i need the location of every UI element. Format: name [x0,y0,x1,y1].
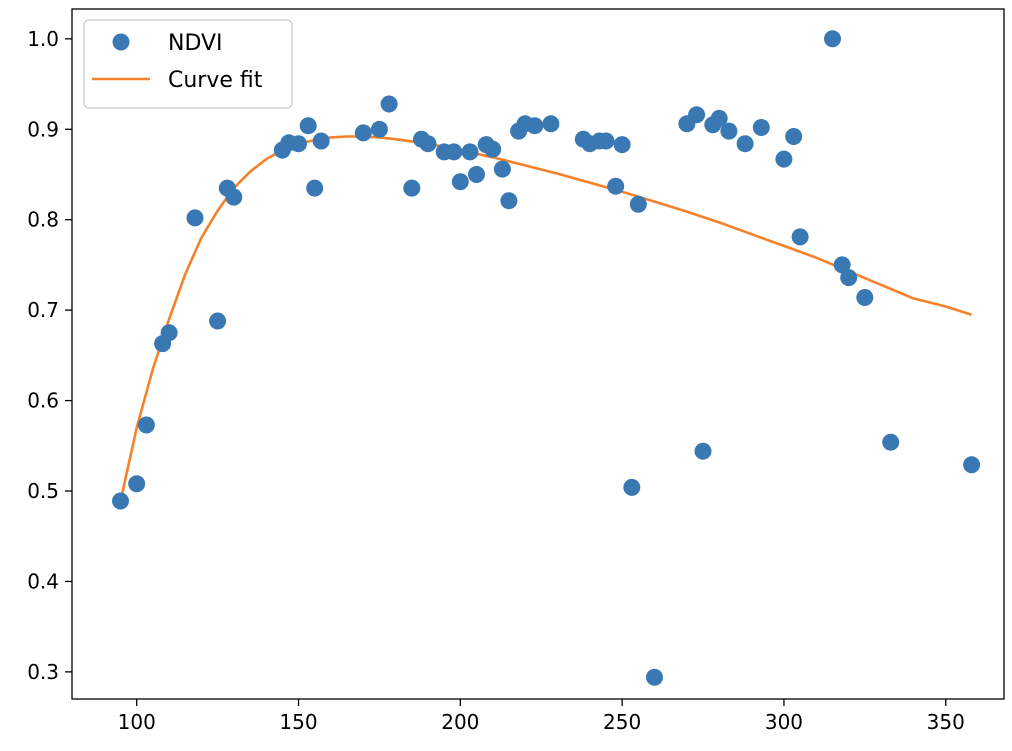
ndvi-point [500,192,518,210]
x-tick-label: 150 [279,710,317,734]
ndvi-point [597,132,615,150]
y-tick-label: 1.0 [27,27,59,51]
x-tick-label: 250 [603,710,641,734]
ndvi-points-layer [112,30,981,686]
ndvi-point [542,115,560,133]
ndvi-point [736,135,754,153]
ndvi-point [380,95,398,113]
y-tick-label: 0.9 [27,117,59,141]
ndvi-point [160,324,178,342]
legend: NDVI Curve fit [83,19,293,109]
ndvi-point [445,143,463,161]
ndvi-point [963,456,981,474]
y-tick-label: 0.5 [27,479,59,503]
ndvi-point [646,668,663,686]
plot-frame [71,8,1005,700]
x-tick-label: 100 [118,710,156,734]
ndvi-point [882,433,900,451]
x-tick-label: 350 [927,710,965,734]
ndvi-point [710,109,728,127]
y-axis: 0.3 0.4 0.5 0.6 0.7 0.8 0.9 1.0 [27,27,72,684]
ndvi-point [613,136,631,154]
ndvi-point [791,228,809,246]
ndvi-point [225,188,243,206]
x-axis: 100 150 200 250 300 350 [118,699,965,734]
ndvi-point [840,269,858,287]
y-tick-label: 0.7 [27,298,59,322]
ndvi-point [833,256,851,274]
ndvi-point [607,177,625,195]
ndvi-point [623,478,641,496]
ndvi-point [354,124,372,142]
ndvi-point [629,195,647,213]
plot-area [72,9,1004,699]
legend-label-ndvi: NDVI [168,31,223,56]
y-tick-label: 0.3 [27,660,59,684]
x-tick-label: 200 [441,710,479,734]
ndvi-point [526,117,544,135]
ndvi-point [306,179,324,197]
ndvi-point [209,312,227,330]
ndvi-point [775,150,793,168]
ndvi-point [493,160,511,178]
legend-label-curve-fit: Curve fit [168,68,263,93]
ndvi-point [484,140,502,158]
ndvi-point [468,166,485,183]
ndvi-point [694,442,712,460]
y-tick-label: 0.4 [27,569,59,593]
ndvi-point [403,179,421,197]
ndvi-point [752,119,770,136]
curve-fit-layer [119,135,972,502]
legend-box [83,19,293,109]
ndvi-point [370,120,388,138]
ndvi-point [128,475,146,493]
curve-fit-line [119,135,972,502]
ndvi-point [419,135,437,153]
ndvi-point [688,106,706,124]
ndvi-point [461,143,479,161]
ndvi-point [137,416,155,434]
x-tick-label: 300 [765,710,803,734]
ndvi-point [824,30,841,48]
ndvi-point [451,173,469,191]
ndvi-point [720,122,738,140]
legend-marker-ndvi [112,33,130,51]
ndvi-point [312,132,330,150]
ndvi-point [785,128,803,145]
ndvi-point [186,209,204,227]
ndvi-point [112,492,129,510]
ndvi-point [856,289,874,306]
y-tick-label: 0.6 [27,389,59,413]
ndvi-point [299,117,317,135]
y-tick-label: 0.8 [27,208,59,232]
ndvi-point [290,135,307,153]
